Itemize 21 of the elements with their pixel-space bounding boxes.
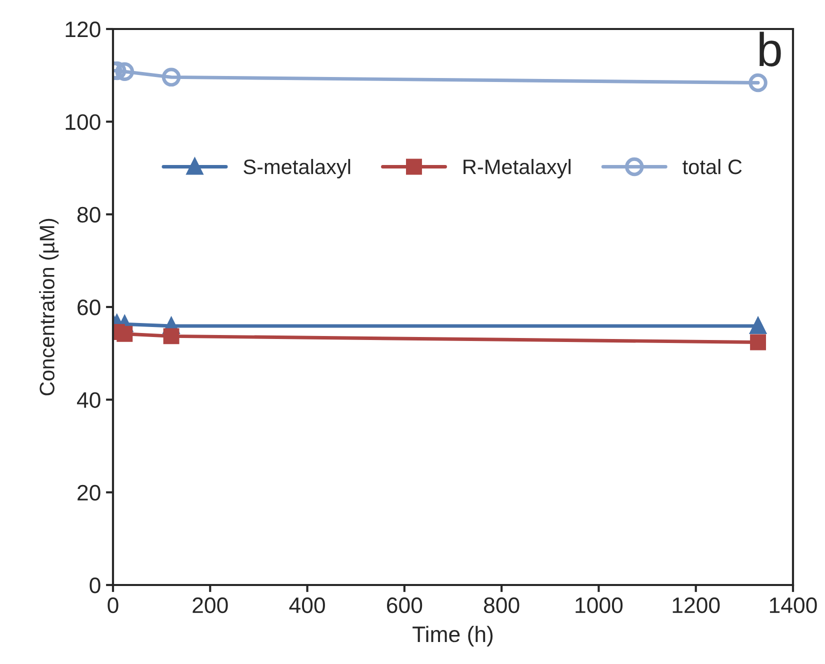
- x-tick-label: 200: [192, 597, 228, 614]
- x-tick-label: 0: [108, 597, 118, 614]
- y-axis-title: Concentration (µM): [39, 218, 59, 396]
- y-tick-label: 100: [66, 114, 100, 130]
- x-tick-label: 800: [484, 597, 520, 614]
- x-axis-title: Time (h): [412, 626, 493, 647]
- legend-label: S-metalaxyl: [244, 158, 350, 178]
- x-tick-label: 1200: [672, 597, 720, 614]
- x-tick-label: 600: [387, 597, 422, 614]
- legend-label: R-Metalaxyl: [464, 158, 570, 178]
- y-tick-label: 40: [76, 392, 100, 408]
- y-tick-label: 0: [90, 578, 100, 594]
- y-tick-label: 60: [78, 300, 100, 316]
- x-tick-label: 1000: [576, 597, 623, 614]
- y-tick-label: 80: [77, 206, 100, 223]
- legend-label: total C: [682, 158, 742, 174]
- y-tick-label: 20: [78, 484, 100, 501]
- annotation: b: [760, 32, 781, 66]
- x-tick-label: 1400: [770, 597, 817, 614]
- y-tick-label: 120: [66, 22, 100, 38]
- x-tick-label: 400: [289, 597, 325, 614]
